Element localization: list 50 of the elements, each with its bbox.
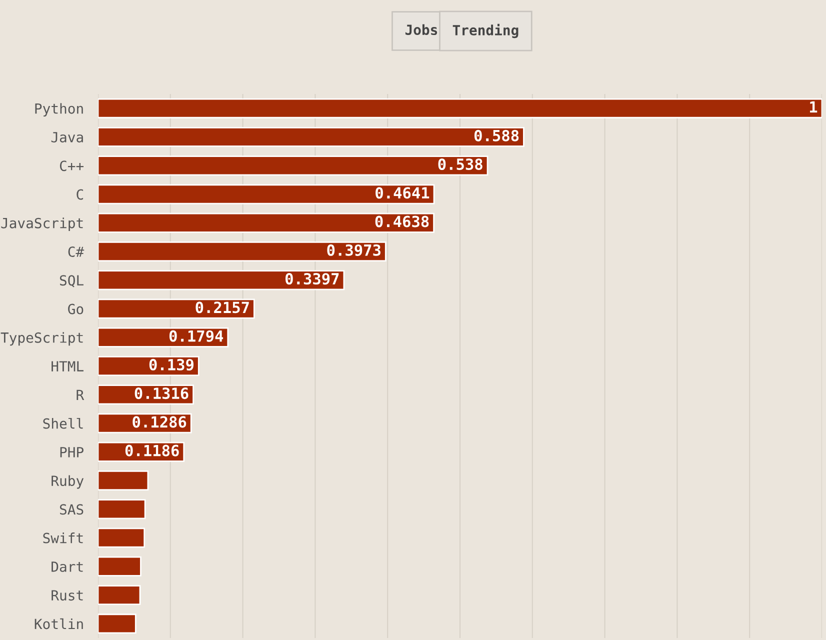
y-tick-label: SQL xyxy=(60,275,84,288)
bar xyxy=(98,156,488,176)
bar xyxy=(98,327,229,348)
data-label: 0.1186 xyxy=(125,444,179,456)
data-label: 0.139 xyxy=(149,358,194,371)
data-label: 0.1286 xyxy=(132,416,186,428)
data-label: 0.1316 xyxy=(134,388,188,400)
bar xyxy=(98,241,386,262)
bar xyxy=(98,499,146,520)
bar xyxy=(98,126,524,147)
y-tick-label: SAS xyxy=(60,504,84,515)
data-label: 0.588 xyxy=(474,130,519,142)
y-tick-label: TypeScript xyxy=(0,332,83,346)
bar xyxy=(98,528,146,548)
bar xyxy=(98,212,434,233)
text: Trending xyxy=(452,24,518,38)
bar xyxy=(98,614,136,634)
data-label: 0.538 xyxy=(438,158,482,170)
y-tick-label: C++ xyxy=(60,160,84,172)
bar xyxy=(98,585,141,606)
bar xyxy=(98,298,255,319)
bar xyxy=(98,270,345,290)
data-label: 0.2157 xyxy=(196,302,249,314)
bar xyxy=(98,356,200,376)
bar xyxy=(98,556,142,576)
y-tick-label: Java xyxy=(51,132,83,142)
y-tick-label: Ruby xyxy=(52,475,84,489)
y-tick-label: Swift xyxy=(43,532,83,544)
y-tick-label: C# xyxy=(68,246,84,257)
data-label: 1 xyxy=(810,101,818,113)
data-label: 0.4638 xyxy=(375,216,429,228)
y-tick-label: R xyxy=(76,390,84,400)
bar xyxy=(98,184,435,204)
y-tick-label: C xyxy=(76,189,84,200)
bar xyxy=(98,470,149,491)
y-tick-label: Dart xyxy=(52,562,83,572)
y-tick-label: Go xyxy=(68,304,84,314)
data-label: 0.3973 xyxy=(327,244,380,256)
text: Jobs xyxy=(405,24,438,36)
y-tick-label: Rust xyxy=(52,590,83,601)
y-tick-label: Shell xyxy=(43,418,83,429)
bar xyxy=(98,98,822,118)
y-tick-label: HTML xyxy=(52,361,84,372)
y-tick-label: Python xyxy=(35,103,83,117)
y-tick-label: PHP xyxy=(60,447,84,458)
y-tick-label: JavaScript xyxy=(1,218,83,232)
data-label: 0.1794 xyxy=(169,330,224,342)
data-label: 0.3397 xyxy=(286,272,339,285)
data-label: 0.4641 xyxy=(376,187,430,199)
y-tick-label: Kotlin xyxy=(34,618,83,630)
